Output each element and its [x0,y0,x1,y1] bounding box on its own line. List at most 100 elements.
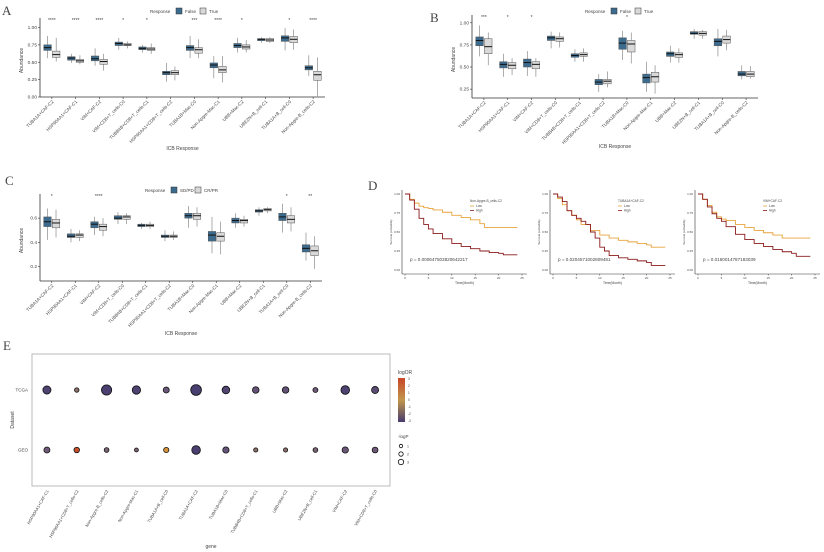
legend-label: High [476,209,483,213]
y-tick-label: 0.6 [30,216,37,222]
size-legend-label: 2 [407,453,409,457]
box-crpr [193,207,202,227]
size-legend-label: 3 [407,461,409,465]
box [99,223,108,231]
x-axis-label: Time(Month) [603,281,622,285]
x-tick-label: 25 [813,276,817,280]
box-true [52,37,61,62]
significance-label: * [531,15,533,21]
dot-tcga [221,385,231,395]
y-tick-label: 0.75 [28,42,38,48]
x-tick-label: VIM+CAF-C2 [80,99,103,122]
y-axis-label: Survival probability [682,219,686,245]
p-value-label: p = 0.0204571002809481 [558,257,611,262]
panel-label-c: C [5,173,14,188]
significance-label: **** [214,18,222,24]
y-tick-label: 0.25 [542,249,548,253]
y-tick-label: 0.75 [394,211,400,215]
color-legend-bar [398,378,405,422]
plot-frame [31,353,391,487]
box-false [67,53,76,63]
x-tick-label: HSP90AA1+CAF-C1 [26,488,50,525]
legend-title: TUBA1A+CAF-C2 [618,199,644,203]
x-tick-label: 20 [497,276,501,280]
box-sdpd [90,216,99,236]
significance-label: **** [72,18,80,24]
significance-label: **** [48,18,56,24]
box-false [547,31,556,49]
legend-title: Non-Apgre-B_cells-C2 [470,199,502,203]
dot-geo [163,446,170,454]
dot-tcga [101,384,113,396]
x-tick-label: 15 [622,276,626,280]
y-axis-label: Abundance [19,228,25,254]
box-true [579,48,588,62]
dot-geo [312,447,319,453]
legend-label: CR/PR [204,188,219,193]
boxplot-panel-a: Response False True 0.00 0.25 0.50 0.75 1.00 Abu… [19,7,325,152]
box-true [722,29,731,51]
box-false [737,65,746,80]
y-axis-label: Abundance [451,47,457,73]
size-legend-dot [398,451,404,457]
box-false [281,28,290,51]
panel-label-e: E [3,338,11,353]
dot-geo [43,446,51,454]
box-crpr [287,207,296,232]
panel-label-d: D [368,178,378,193]
box-sdpd [231,213,240,228]
dot-tcga [281,386,290,394]
x-tick-label: TUBA1A+B_cell-C0 [146,488,169,523]
panel-label-a: A [2,3,12,18]
box-false [642,61,651,92]
y-tick-label: 0.2 [30,264,37,270]
x-tick-label: 10 [450,276,454,280]
significance-label: * [286,194,288,200]
box-false [570,49,580,62]
color-legend-tick: -2 [408,412,411,416]
dot-tcga [190,384,202,396]
significance-label: * [51,194,53,200]
box-false [233,37,242,53]
box [193,213,202,220]
box-crpr [216,221,225,255]
x-tick-label: UBB+Mac-C2 [271,488,289,513]
x-axis-label: ICB Response [166,146,198,152]
box-true [242,39,251,53]
y-tick-label: 0.50 [394,230,400,234]
color-legend-tick: -1 [408,405,411,409]
box-crpr [52,209,61,238]
color-legend-tick: -3 [408,419,411,423]
dot-tcga [340,385,350,395]
dot-tcga [312,387,319,393]
box-false [138,44,147,53]
x-tick-label: VIM+CD8+T_cells-C0 [353,488,378,526]
box-sdpd [43,208,52,240]
legend-title: VIM+CAF-C2 [763,199,782,203]
dot-geo [73,446,80,454]
survival-subplot: 0.00 0.25 0.50 0.75 1.00 0 5 10 15 20 25 Time(Month… [682,190,820,285]
box-false [91,48,100,66]
significance-label: * [146,18,148,24]
box-sdpd [301,232,311,261]
boxplot-panel-b: Response False True 0.25 0.50 0.75 1.00 Abundan… [451,7,758,150]
y-tick-label: 0.00 [394,268,400,272]
size-legend-dot [397,458,405,466]
legend-label: Low [769,204,776,208]
panel-label-b: B [430,10,439,25]
y-tick-label: 1.00 [28,25,38,31]
dot-geo [103,447,110,453]
legend-label: True [209,9,219,14]
x-tick-label: 15 [767,276,771,280]
box-crpr [169,231,178,240]
legend-label: High [769,209,776,213]
x-tick-label: HSP90AA1+CD8+T_cells-C2 [48,488,80,538]
box-false [162,62,171,82]
y-tick-label: 0.25 [394,249,400,253]
x-tick-label: UBB+Mac-C2 [654,100,677,123]
box-false [114,37,123,50]
x-axis-label: Time(Month) [455,281,474,285]
dot-geo [371,446,379,454]
box-true [603,71,612,88]
dot-tcga [131,385,142,395]
